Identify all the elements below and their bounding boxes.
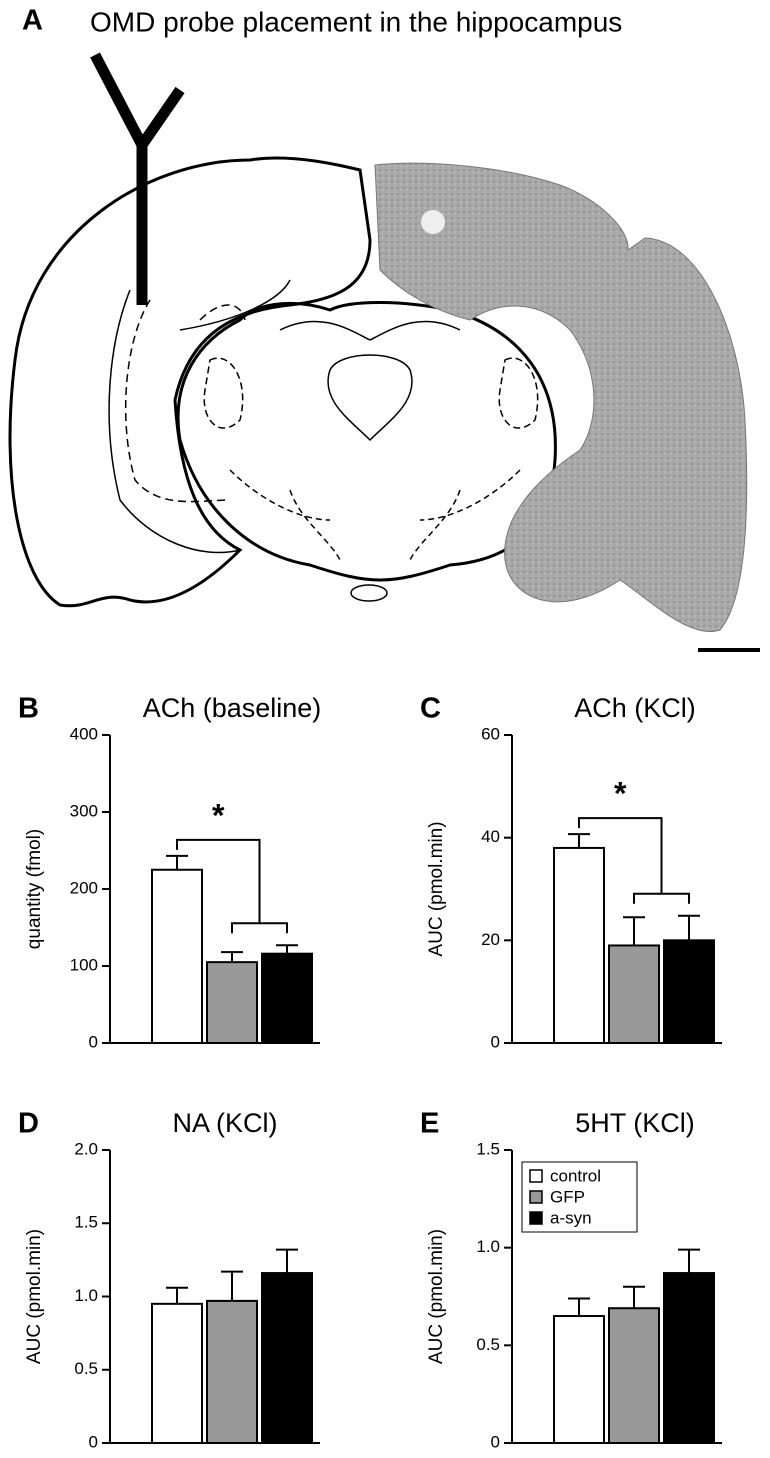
y-tick-label: 60 — [481, 724, 500, 743]
y-tick-label: 0 — [89, 1032, 98, 1051]
panel-label: A — [22, 5, 43, 37]
bar — [261, 952, 313, 1044]
y-tick-label: 200 — [70, 878, 98, 897]
y-tick-label: 0.5 — [74, 1359, 98, 1378]
y-tick-label: 0.5 — [476, 1335, 500, 1354]
histology-image — [374, 162, 748, 632]
legend-label: GFP — [550, 1187, 585, 1206]
panel-label: B — [18, 693, 39, 725]
bar — [261, 1272, 313, 1445]
legend-label: control — [550, 1166, 601, 1185]
panel-label: E — [420, 1108, 439, 1140]
legend-swatch — [529, 1190, 543, 1204]
y-tick-label: 0 — [491, 1432, 500, 1451]
panel-label: D — [18, 1108, 39, 1140]
panel-label: C — [420, 693, 441, 725]
chart-title: 5HT (KCl) — [575, 1108, 695, 1138]
bar — [151, 1302, 203, 1444]
y-tick-label: 0 — [89, 1432, 98, 1451]
bar — [553, 1315, 605, 1444]
bar — [608, 1307, 660, 1444]
y-axis-label: AUC (pmol.min) — [426, 1229, 447, 1364]
bar — [608, 944, 660, 1045]
y-tick-label: 40 — [481, 827, 500, 846]
legend-swatch — [529, 1211, 543, 1225]
bar — [206, 1299, 258, 1445]
bar — [663, 939, 715, 1044]
legend-label: a-syn — [550, 1208, 592, 1227]
probe — [90, 52, 185, 440]
significance-label: * — [212, 797, 225, 833]
y-tick-label: 1.0 — [476, 1237, 500, 1256]
y-tick-label: 100 — [70, 955, 98, 974]
lesion-mark — [421, 210, 445, 234]
bar — [553, 846, 605, 1045]
y-axis-label: AUC (pmol.min) — [426, 821, 447, 956]
bar — [663, 1272, 715, 1445]
y-tick-label: 400 — [70, 724, 98, 743]
legend-swatch — [529, 1169, 543, 1183]
y-tick-label: 300 — [70, 801, 98, 820]
y-tick-label: 20 — [481, 930, 500, 949]
y-axis-label: quantity (fmol) — [24, 829, 45, 949]
y-tick-label: 0 — [491, 1032, 500, 1051]
y-tick-label: 1.5 — [476, 1139, 500, 1158]
significance-bracket — [578, 817, 690, 904]
y-tick-label: 1.5 — [74, 1213, 98, 1232]
y-tick-label: 2.0 — [74, 1139, 98, 1158]
chart-title: ACh (KCl) — [574, 693, 696, 723]
chart-title: ACh (baseline) — [143, 693, 322, 723]
bar — [206, 961, 258, 1045]
panel-title: OMD probe placement in the hippocampus — [90, 6, 622, 37]
significance-bracket — [176, 838, 288, 934]
chart-title: NA (KCl) — [172, 1108, 277, 1138]
significance-label: * — [614, 776, 627, 812]
bar — [151, 868, 203, 1044]
y-tick-label: 1.0 — [74, 1286, 98, 1305]
brain-illustration — [8, 156, 557, 608]
y-axis-label: AUC (pmol.min) — [24, 1229, 45, 1364]
